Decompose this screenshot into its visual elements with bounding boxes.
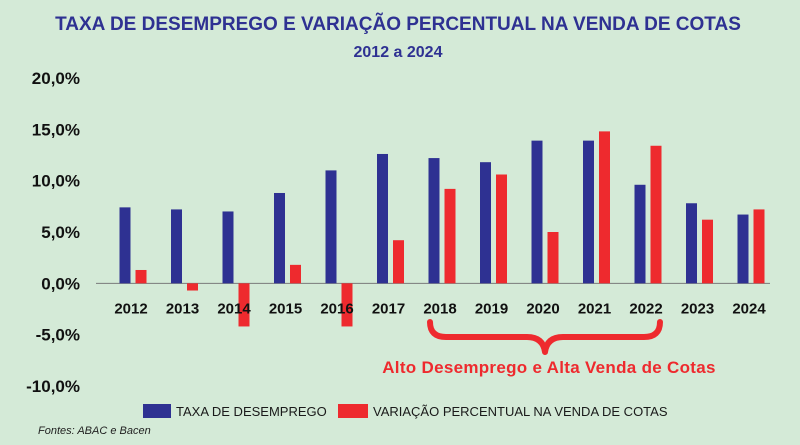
bar-sales-variation-2023 xyxy=(702,219,713,284)
bar-sales-variation-2019 xyxy=(496,174,507,284)
x-tick-label: 2016 xyxy=(320,300,353,317)
bar-unemployment-2024 xyxy=(737,214,749,284)
bar-sales-variation-2015 xyxy=(290,264,301,284)
y-tick-label: 10,0% xyxy=(32,172,80,191)
x-tick-label: 2017 xyxy=(372,300,405,317)
legend-label-sales-variation: VARIAÇÃO PERCENTUAL NA VENDA DE COTAS xyxy=(373,404,668,419)
y-tick-label: 5,0% xyxy=(41,223,80,242)
y-tick-label: 20,0% xyxy=(32,69,80,88)
bar-unemployment-2019 xyxy=(480,162,491,284)
bar-unemployment-2020 xyxy=(531,140,543,284)
bar-unemployment-2023 xyxy=(686,203,697,284)
x-axis-tick-labels: 2012 2013 2014 2015 2016 2017 2018 2019 2020 2021… xyxy=(114,300,766,317)
annotation-brace xyxy=(427,319,663,355)
x-tick-label: 2020 xyxy=(526,300,559,317)
chart-subtitle: 2012 a 2024 xyxy=(354,44,443,61)
bar-unemployment-2016 xyxy=(325,170,337,284)
bars xyxy=(119,131,765,327)
y-tick-label: -10,0% xyxy=(26,377,80,396)
source-note: Fontes: ABAC e Bacen xyxy=(38,425,151,437)
legend-swatch-unemployment xyxy=(143,404,171,418)
y-tick-label: 15,0% xyxy=(32,120,80,139)
bar-unemployment-2018 xyxy=(428,158,440,284)
bar-sales-variation-2012 xyxy=(135,269,147,284)
bar-sales-variation-2016 xyxy=(341,283,353,327)
bar-sales-variation-2018 xyxy=(444,188,456,284)
x-tick-label: 2021 xyxy=(578,300,611,317)
x-tick-label: 2022 xyxy=(629,300,662,317)
x-tick-label: 2015 xyxy=(269,300,302,317)
bar-unemployment-2015 xyxy=(274,192,285,284)
annotation-text: Alto Desemprego e Alta Venda de Cotas xyxy=(382,358,716,377)
x-tick-label: 2013 xyxy=(166,300,199,317)
y-tick-label: 0,0% xyxy=(41,274,80,293)
bar-sales-variation-2014 xyxy=(238,283,250,327)
bar-sales-variation-2022 xyxy=(650,145,662,284)
x-tick-label: 2012 xyxy=(114,300,147,317)
legend-label-unemployment: TAXA DE DESEMPREGO xyxy=(176,404,327,419)
y-tick-label: -5,0% xyxy=(36,326,80,345)
x-tick-label: 2023 xyxy=(681,300,714,317)
bar-sales-variation-2013 xyxy=(187,283,198,291)
bar-sales-variation-2021 xyxy=(599,131,610,284)
bar-sales-variation-2020 xyxy=(547,232,559,284)
bar-unemployment-2014 xyxy=(222,211,234,284)
bar-unemployment-2012 xyxy=(119,207,131,284)
y-axis-tick-labels: 20,0% 15,0% 10,0% 5,0% 0,0% -5,0% -10,0% xyxy=(26,69,80,396)
legend-swatch-sales-variation xyxy=(338,404,368,418)
bar-unemployment-2017 xyxy=(377,153,388,284)
x-tick-label: 2014 xyxy=(217,300,251,317)
x-tick-label: 2024 xyxy=(732,300,766,317)
chart-title: TAXA DE DESEMPREGO E VARIAÇÃO PERCENTUAL… xyxy=(55,13,741,35)
bar-sales-variation-2024 xyxy=(753,209,765,284)
bar-unemployment-2021 xyxy=(583,140,594,284)
x-tick-label: 2018 xyxy=(423,300,456,317)
legend: TAXA DE DESEMPREGO VARIAÇÃO PERCENTUAL N… xyxy=(143,404,668,419)
bar-sales-variation-2017 xyxy=(393,240,404,284)
bar-unemployment-2013 xyxy=(171,209,182,284)
x-tick-label: 2019 xyxy=(475,300,508,317)
bar-unemployment-2022 xyxy=(634,184,646,284)
